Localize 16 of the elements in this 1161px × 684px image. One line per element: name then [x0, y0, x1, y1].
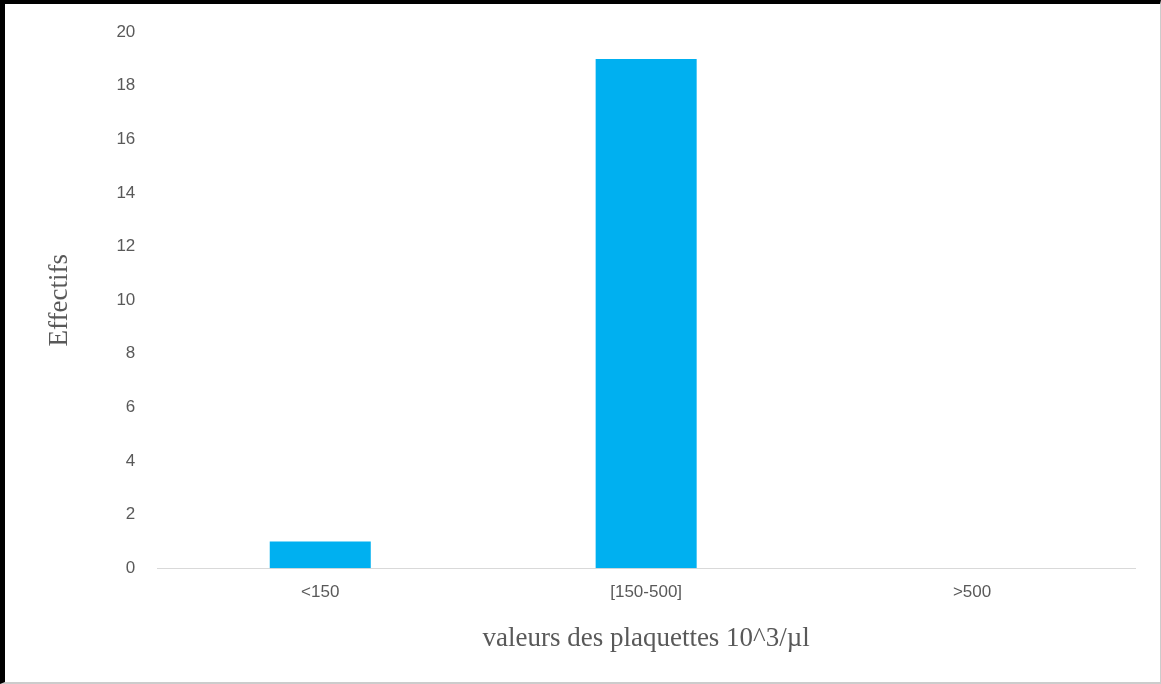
y-tick-label: 12 — [116, 236, 136, 256]
x-axis-title: valeurs des plaquettes 10^3/µl — [482, 621, 810, 652]
x-tick-label: [150-500] — [610, 582, 683, 602]
y-tick-label: 16 — [116, 129, 136, 149]
x-tick-label: <150 — [301, 582, 340, 602]
y-tick-label: 10 — [116, 289, 136, 309]
y-tick-label: 4 — [125, 450, 136, 470]
y-axis-title: Effectifs — [43, 253, 74, 347]
y-tick-label: 0 — [125, 557, 136, 577]
y-tick-label: 18 — [116, 75, 136, 95]
y-tick-label: 6 — [125, 397, 136, 417]
y-tick-label: 2 — [125, 504, 136, 524]
y-tick-label: 8 — [125, 343, 136, 363]
y-tick-label: 20 — [116, 21, 136, 41]
x-tick-label: >500 — [952, 582, 992, 602]
y-tick-label: 14 — [116, 182, 136, 202]
